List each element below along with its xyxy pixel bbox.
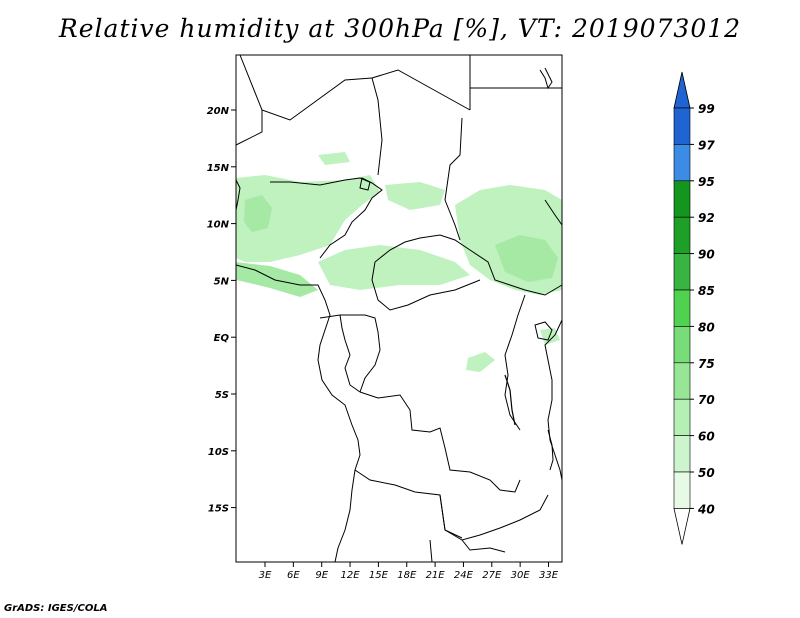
lat-label: 5S (215, 390, 229, 401)
lake-chad (359, 177, 371, 191)
grads-credit: GrADS: IGES/COLA (4, 603, 108, 614)
lon-label: 3E (259, 570, 272, 581)
colorbar-labels: 99 97 95 92 90 85 80 75 70 60 50 40 (690, 102, 715, 516)
lat-label: 10S (208, 447, 229, 458)
colorbar-label: 50 (698, 466, 715, 480)
colorbar-label: 85 (698, 284, 715, 298)
lon-label: 30E (511, 570, 531, 581)
humidity-region-sahel (385, 182, 445, 210)
colorbar-label: 92 (698, 211, 715, 225)
colorbar-label: 70 (698, 393, 715, 407)
border-gabon-congo (339, 314, 361, 393)
border-car (374, 234, 563, 296)
humidity-region-south (540, 328, 560, 345)
humidity-region-central (318, 245, 470, 290)
colorbar-label: 60 (698, 430, 715, 444)
lon-label: 9E (315, 570, 328, 581)
border-car-south (371, 261, 481, 311)
longitude-axis: 3E 6E 9E 12E 15E 18E 21E 24E 27E 30E 33E (259, 562, 559, 581)
border-namibia-botswana (429, 539, 433, 563)
colorbar-box (673, 107, 691, 145)
lat-label: 5N (214, 276, 230, 287)
lat-label: 20N (207, 106, 230, 117)
lon-label: 18E (397, 570, 417, 581)
coastline-west-africa (235, 179, 241, 211)
colorbar-box (673, 253, 691, 291)
lon-label: 21E (426, 570, 446, 581)
colorbar-box (673, 180, 691, 218)
colorbar-label: 97 (698, 138, 715, 152)
border-zambia (439, 494, 549, 541)
humidity-region-north (318, 152, 350, 165)
lon-label: 12E (341, 570, 361, 581)
red-sea-coast (539, 67, 553, 90)
colorbar-box (673, 326, 691, 364)
border-niger-nigeria (270, 177, 383, 259)
lon-label: 6E (287, 570, 300, 581)
coastline-east-africa (544, 319, 563, 481)
humidity-region-west (236, 175, 380, 262)
colorbar-label: 95 (698, 175, 715, 189)
coastline-gulf-of-guinea (235, 264, 361, 563)
country-borders (235, 54, 563, 563)
lon-label: 27E (482, 570, 502, 581)
lake-tanganyika (504, 374, 516, 426)
lake-malawi (547, 429, 554, 471)
colorbar-box (673, 216, 691, 254)
chart-title: Relative humidity at 300hPa [%], VT: 201… (58, 14, 742, 43)
lat-label: 15N (207, 163, 230, 174)
lon-label: 33E (539, 570, 559, 581)
lon-label: 15E (369, 570, 389, 581)
colorbar-box (673, 289, 691, 327)
colorbar-box (673, 398, 691, 436)
humidity-region-west-core (244, 195, 272, 232)
latitude-axis: 20N 15N 10N 5N EQ 5S 10S 15S (207, 106, 236, 515)
lat-label: EQ (214, 333, 230, 344)
lon-label: 24E (454, 570, 474, 581)
border-congo-drc (359, 331, 381, 393)
border-cameroon-south (319, 314, 379, 333)
border-chad-sudan (444, 117, 463, 241)
colorbar-box (673, 435, 691, 473)
humidity-region-east-core (495, 235, 558, 282)
border-ethiopia (544, 199, 563, 226)
colorbar-label: 40 (697, 502, 715, 516)
border-niger-chad (371, 69, 471, 176)
border-drc-east (504, 294, 526, 431)
colorbar-top-arrow (673, 71, 691, 109)
humidity-shading (236, 152, 562, 372)
colorbar-box (673, 362, 691, 400)
lake-victoria (534, 321, 553, 341)
colorbar-boxes (673, 71, 691, 545)
colorbar-box (673, 471, 691, 509)
colorbar-box (673, 144, 691, 182)
lat-label: 10N (207, 220, 230, 231)
colorbar-bottom-arrow (673, 507, 691, 545)
border-algeria-niger (239, 54, 373, 121)
border-mali (235, 110, 263, 146)
map-frame (235, 54, 563, 563)
colorbar-label: 80 (698, 320, 715, 334)
border-drc-angola (359, 391, 521, 493)
colorbar-label: 90 (698, 248, 715, 262)
humidity-region-congo (466, 352, 495, 372)
colorbar-label: 99 (698, 102, 715, 116)
border-zimbabwe (461, 539, 506, 553)
colorbar-label: 75 (698, 357, 715, 371)
lat-label: 15S (208, 504, 229, 515)
